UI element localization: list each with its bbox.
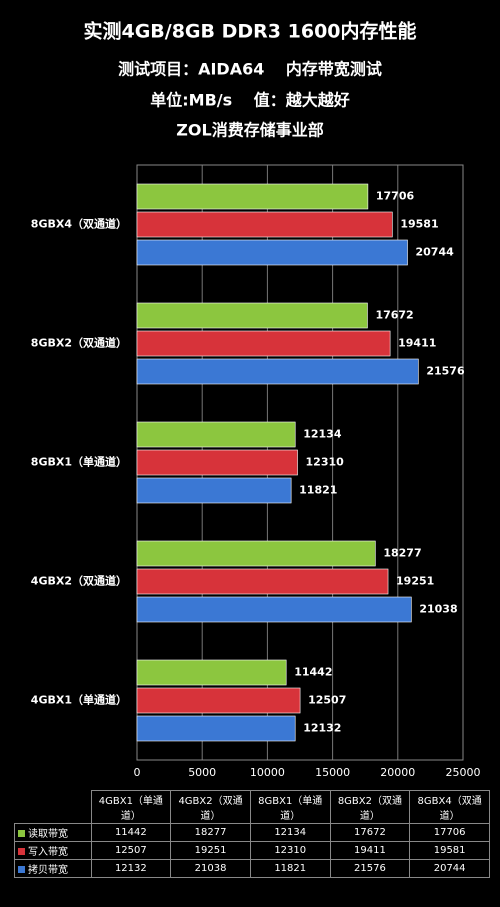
value-label: 11442 — [294, 666, 332, 679]
table-cell: 11442 — [90, 823, 172, 842]
y-tick-label: 4GBX1（单通道） — [31, 693, 127, 707]
table-cell: 12134 — [249, 823, 331, 842]
chart: 实测4GB/8GB DDR3 1600内存性能 测试项目：AIDA64 内存带宽… — [31, 20, 481, 780]
y-tick-label: 8GBX4（双通道） — [31, 217, 127, 231]
x-tick-label: 0 — [134, 766, 141, 779]
x-tick-label: 15000 — [315, 766, 350, 779]
legend-swatch — [18, 866, 25, 873]
bar — [136, 659, 287, 686]
table-header: 8GBX2（双通道） — [329, 790, 411, 824]
legend-label: 拷贝带宽 — [28, 865, 68, 876]
bar — [136, 715, 296, 742]
table-cell: 19251 — [170, 841, 251, 860]
value-label: 12132 — [303, 722, 341, 735]
data-table: 4GBX1（单通道） 4GBX2（双通道） 8GBX1（单通道） 8GBX2（双通道）… — [14, 790, 490, 878]
value-label: 17706 — [376, 190, 415, 203]
x-tick-label: 5000 — [188, 766, 216, 779]
table-cell: 18277 — [170, 823, 251, 842]
table-cell: 11821 — [249, 859, 331, 878]
value-label: 19581 — [400, 218, 438, 231]
value-label: 21576 — [426, 365, 465, 378]
table-row: 拷贝带宽 12132 21038 11821 21576 20744 — [14, 859, 490, 878]
table-header: 4GBX2（双通道） — [170, 790, 251, 824]
value-label: 17672 — [375, 309, 413, 322]
legend-label: 读取带宽 — [28, 829, 68, 840]
chart-subtitle: 单位:MB/s 值：越大越好 — [150, 91, 349, 110]
legend-entry: 拷贝带宽 — [14, 859, 92, 878]
table-cell: 12507 — [90, 841, 172, 860]
chart-title: 实测4GB/8GB DDR3 1600内存性能 — [83, 20, 416, 43]
bar — [136, 183, 369, 210]
chart-subtitle: 测试项目：AIDA64 内存带宽测试 — [118, 60, 382, 79]
value-label: 12310 — [306, 456, 345, 469]
chart-subtitle: ZOL消费存储事业部 — [176, 121, 323, 140]
legend-swatch — [18, 848, 25, 855]
table-cell: 12132 — [90, 859, 172, 878]
value-label: 19411 — [398, 337, 436, 350]
bar — [136, 687, 301, 714]
x-tick-label: 10000 — [250, 766, 285, 779]
value-label: 18277 — [383, 547, 421, 560]
bar — [136, 540, 376, 567]
legend-entry: 读取带宽 — [14, 823, 92, 842]
bar — [136, 477, 292, 504]
x-tick-label: 20000 — [380, 766, 415, 779]
table-cell: 19411 — [329, 841, 411, 860]
table-cell: 21038 — [170, 859, 251, 878]
y-tick-label: 8GBX2（双通道） — [31, 336, 127, 350]
bar — [136, 330, 391, 357]
legend-entry: 写入带宽 — [14, 841, 92, 860]
table-header-row: 4GBX1（单通道） 4GBX2（双通道） 8GBX1（单通道） 8GBX2（双通道）… — [15, 790, 490, 824]
bar — [136, 449, 298, 476]
table-row: 写入带宽 12507 19251 12310 19411 19581 — [14, 841, 490, 860]
table-cell: 21576 — [329, 859, 411, 878]
bar — [136, 239, 408, 266]
table-row: 读取带宽 11442 18277 12134 17672 17706 — [14, 823, 490, 842]
y-tick-label: 8GBX1（单通道） — [31, 455, 127, 469]
value-label: 20744 — [416, 246, 455, 259]
bar — [136, 596, 412, 623]
y-tick-label: 4GBX2（双通道） — [31, 574, 127, 588]
value-label: 11821 — [299, 484, 337, 497]
legend-swatch — [18, 830, 25, 837]
table-header: 8GBX4（双通道） — [409, 790, 490, 824]
table-cell: 17706 — [409, 823, 490, 842]
table-cell: 12310 — [249, 841, 331, 860]
value-label: 21038 — [419, 603, 457, 616]
value-label: 19251 — [396, 575, 434, 588]
table-cell: 20744 — [409, 859, 490, 878]
legend-label: 写入带宽 — [28, 847, 68, 858]
bar — [136, 302, 368, 329]
table-header: 8GBX1（单通道） — [249, 790, 331, 824]
x-tick-label: 25000 — [446, 766, 481, 779]
value-label: 12507 — [308, 694, 346, 707]
bar — [136, 421, 296, 448]
table-cell: 19581 — [409, 841, 490, 860]
table-header: 4GBX1（单通道） — [90, 790, 172, 824]
value-label: 12134 — [303, 428, 342, 441]
bar — [136, 358, 419, 385]
bar — [136, 568, 389, 595]
table-cell: 17672 — [329, 823, 411, 842]
table-corner — [15, 791, 92, 824]
bar — [136, 211, 393, 238]
